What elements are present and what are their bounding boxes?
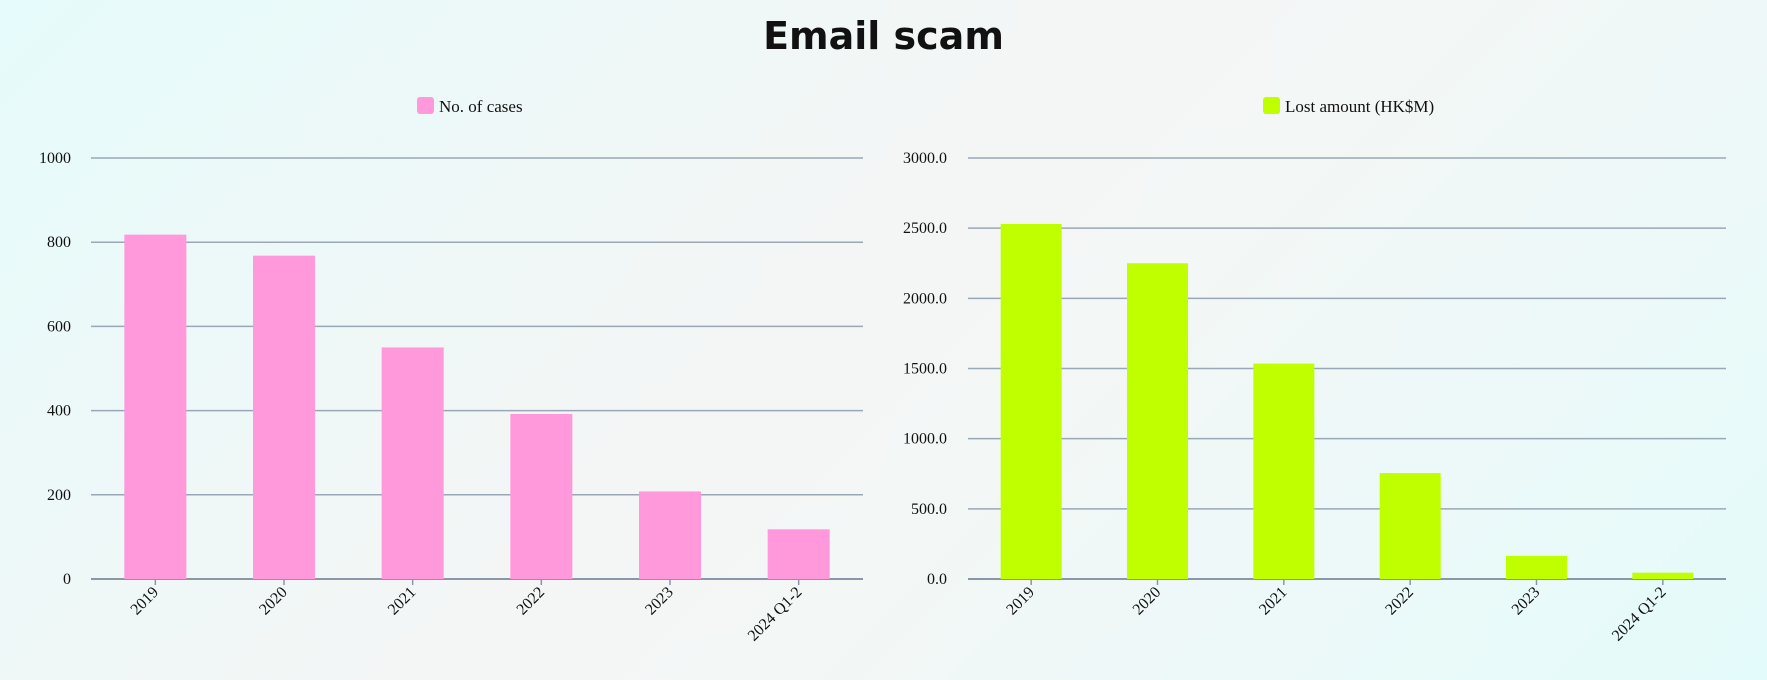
bar-2019[interactable] (124, 234, 187, 579)
y-tick-label: 800 (47, 234, 71, 251)
legend[interactable]: Lost amount (HK$M) (1263, 97, 1434, 116)
x-tick-label: 2021 (385, 584, 420, 619)
y-tick-label: 400 (47, 403, 71, 420)
y-tick-label: 2000.0 (903, 290, 947, 307)
bar-2024-q1-2[interactable] (1632, 572, 1694, 579)
y-tick-label: 500.0 (911, 501, 947, 518)
bar-2021[interactable] (1253, 363, 1315, 579)
legend[interactable]: No. of cases (417, 97, 523, 116)
y-tick-label: 0.0 (927, 571, 947, 588)
x-tick-label: 2020 (256, 584, 291, 619)
bar-2020[interactable] (253, 255, 315, 579)
legend-swatch (1263, 97, 1280, 114)
bar-2019[interactable] (1000, 223, 1062, 579)
x-tick-label: 2019 (128, 584, 163, 619)
y-tick-label: 1000 (39, 150, 71, 167)
y-tick-label: 3000.0 (903, 150, 947, 167)
chart-1: 0 200 400 600 800 1000 No. of cases 2019 2020 202… (39, 97, 863, 645)
bar-2022[interactable] (1379, 473, 1441, 579)
x-tick-label: 2024 Q1-2 (745, 584, 806, 645)
legend-label: No. of cases (439, 97, 523, 116)
x-tick-label: 2024 Q1-2 (1609, 584, 1670, 645)
y-tick-label: 0 (63, 571, 71, 588)
legend-label: Lost amount (HK$M) (1285, 97, 1434, 116)
bar-2021[interactable] (381, 347, 444, 579)
y-tick-label: 600 (47, 318, 71, 335)
x-tick-label: 2022 (1382, 584, 1417, 619)
x-tick-label: 2022 (514, 584, 549, 619)
bar-2024-q1-2[interactable] (767, 529, 830, 579)
y-tick-label: 1000.0 (903, 431, 947, 448)
x-tick-label: 2020 (1130, 584, 1165, 619)
y-tick-label: 200 (47, 487, 71, 504)
page-title: Email scam (763, 14, 1004, 58)
bar-2023[interactable] (639, 491, 701, 579)
bar-2022[interactable] (510, 413, 573, 579)
chart-2: 0.0 500.0 1000.0 1500.0 2000.0 2500.0 3000.0 Lo… (903, 97, 1726, 645)
x-tick-label: 2019 (1003, 584, 1038, 619)
bar-2020[interactable] (1127, 263, 1188, 579)
x-tick-label: 2021 (1256, 584, 1291, 619)
bar-2023[interactable] (1506, 555, 1567, 579)
y-tick-label: 1500.0 (903, 361, 947, 378)
x-tick-label: 2023 (1509, 584, 1544, 619)
x-tick-label: 2023 (642, 584, 677, 619)
legend-swatch (417, 97, 434, 114)
y-tick-label: 2500.0 (903, 220, 947, 237)
